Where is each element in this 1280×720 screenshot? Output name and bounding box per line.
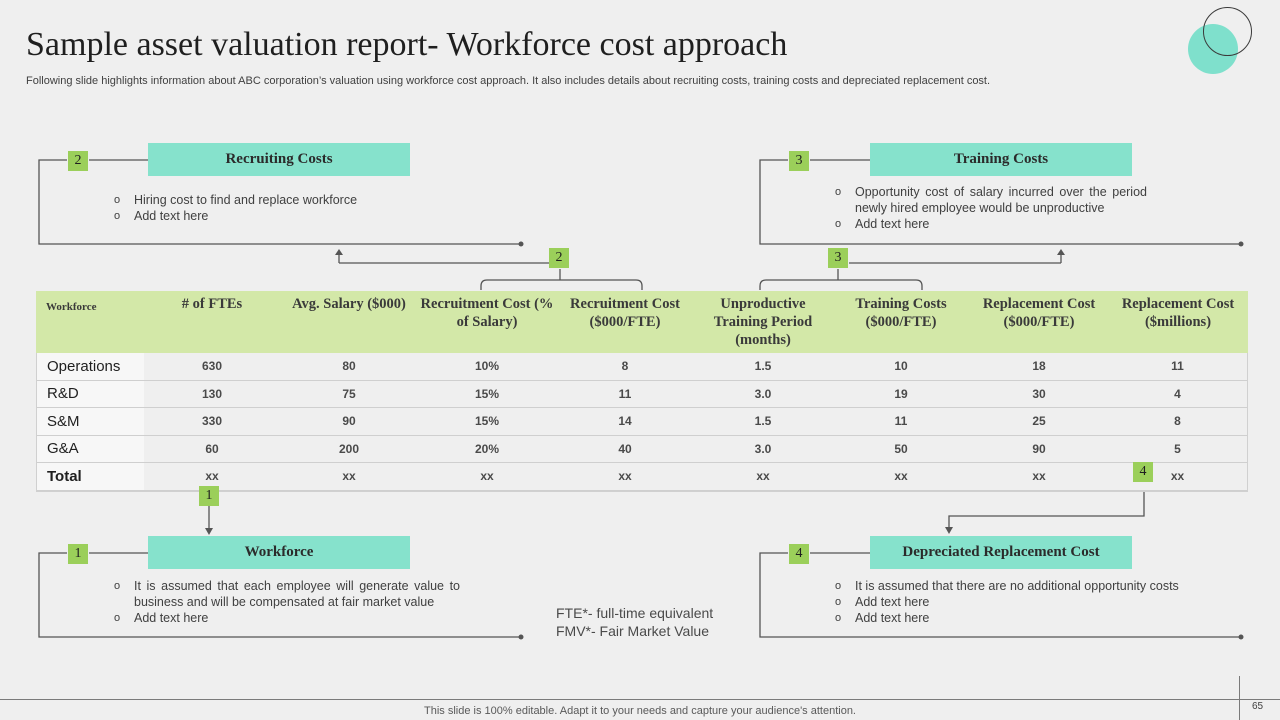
table-cell: 10 <box>894 359 908 374</box>
table-cell: 330 <box>201 414 223 429</box>
bullet-item: Add text here <box>835 594 1215 610</box>
marker-1-badge: 1 <box>199 486 219 506</box>
row-label: Operations <box>37 353 144 380</box>
table-cell: 60 <box>205 441 219 456</box>
footer-page-divider <box>1239 676 1240 720</box>
marker-3-badge: 3 <box>828 248 848 268</box>
table-cell: 75 <box>342 386 356 401</box>
table-cell: 3.0 <box>754 441 772 456</box>
page-subtitle: Following slide highlights information a… <box>26 75 991 87</box>
valuation-table: Workforce # of FTEs Avg. Salary ($000) R… <box>36 291 1248 492</box>
column-header: Recruitment Cost ($000/FTE) <box>570 296 680 330</box>
table-cell: 11 <box>894 414 908 429</box>
column-header: Unproductive Training Period (months) <box>713 296 813 348</box>
marker-4-badge: 4 <box>1133 462 1153 482</box>
table-cell: 8 <box>1174 414 1181 429</box>
table-cell: xx <box>894 469 908 484</box>
page-title: Sample asset valuation report- Workforce… <box>26 26 788 63</box>
table-cell: 25 <box>1032 414 1046 429</box>
table-cell: 3.0 <box>754 386 772 401</box>
column-header: Replacement Cost ($millions) <box>1121 296 1235 330</box>
table-cell: 18 <box>1032 359 1046 374</box>
table-row-total: Total xx xx xx xx xx xx xx xx <box>37 463 1247 491</box>
replacement-number-badge: 4 <box>789 544 809 564</box>
replacement-bullets: It is assumed that there are no addition… <box>835 578 1215 626</box>
table-cell: 50 <box>894 441 908 456</box>
column-header: Avg. Salary ($000) <box>292 296 406 312</box>
table-cell: 15% <box>474 414 500 429</box>
workforce-number-badge: 1 <box>68 544 88 564</box>
bullet-item: Hiring cost to find and replace workforc… <box>114 192 454 208</box>
recruiting-costs-heading: Recruiting Costs <box>148 143 410 176</box>
row-label: R&D <box>37 380 144 407</box>
table-cell: xx <box>1032 469 1046 484</box>
table-cell: xx <box>205 469 219 484</box>
table-cell: 15% <box>474 386 500 401</box>
fmv-note: FMV*- Fair Market Value <box>556 623 709 639</box>
footer-divider <box>0 699 1280 700</box>
bullet-item: It is assumed that each employee will ge… <box>114 578 460 610</box>
column-header: Workforce <box>46 301 97 313</box>
table-cell: 40 <box>618 441 632 456</box>
bullet-item: It is assumed that there are no addition… <box>835 578 1215 594</box>
marker-2-badge: 2 <box>549 248 569 268</box>
table-body: Operations 630 80 10% 8 1.5 10 18 11 R&D… <box>36 353 1248 492</box>
recruiting-number-badge: 2 <box>68 151 88 171</box>
bullet-item: Add text here <box>114 610 460 626</box>
workforce-heading: Workforce <box>148 536 410 569</box>
table-cell: 14 <box>618 414 632 429</box>
bullet-item: Add text here <box>114 208 454 224</box>
table-cell: 19 <box>894 386 908 401</box>
training-bullets: Opportunity cost of salary incurred over… <box>835 184 1147 232</box>
training-number-badge: 3 <box>789 151 809 171</box>
table-cell: 5 <box>1174 441 1181 456</box>
table-cell: 90 <box>1032 441 1046 456</box>
column-header: Training Costs ($000/FTE) <box>855 296 947 330</box>
table-cell: xx <box>618 469 632 484</box>
table-row: G&A 60 200 20% 40 3.0 50 90 5 <box>37 435 1247 463</box>
table-cell: 11 <box>1171 359 1184 374</box>
table-cell: 11 <box>618 386 632 401</box>
table-row: S&M 330 90 15% 14 1.5 11 25 8 <box>37 408 1247 436</box>
table-row: R&D 130 75 15% 11 3.0 19 30 4 <box>37 380 1247 408</box>
table-cell: 8 <box>621 359 629 374</box>
table-cell: 200 <box>338 441 360 456</box>
row-label: G&A <box>37 435 144 462</box>
table-cell: 80 <box>342 359 356 374</box>
fte-note: FTE*- full-time equivalent <box>556 605 714 621</box>
row-label: Total <box>37 463 144 490</box>
table-cell: xx <box>1170 469 1185 484</box>
table-cell: xx <box>480 469 494 484</box>
column-header: Recruitment Cost (% of Salary) <box>420 296 554 330</box>
workforce-bullets: It is assumed that each employee will ge… <box>114 578 460 626</box>
bullet-item: Opportunity cost of salary incurred over… <box>835 184 1147 216</box>
decorative-ring-icon <box>1203 7 1252 56</box>
table-cell: 30 <box>1032 386 1046 401</box>
table-header: Workforce # of FTEs Avg. Salary ($000) R… <box>36 291 1248 353</box>
bullet-item: Add text here <box>835 610 1215 626</box>
table-cell: 630 <box>201 359 223 374</box>
table-cell: 20% <box>474 441 500 456</box>
footer-text: This slide is 100% editable. Adapt it to… <box>424 705 856 717</box>
table-cell: xx <box>756 469 770 484</box>
table-cell: xx <box>342 469 356 484</box>
table-cell: 130 <box>201 386 223 401</box>
table-cell: 1.5 <box>754 414 772 429</box>
page-number: 65 <box>1252 701 1264 712</box>
column-header: # of FTEs <box>181 296 243 312</box>
table-cell: 90 <box>342 414 356 429</box>
column-header: Replacement Cost ($000/FTE) <box>982 296 1096 330</box>
row-label: S&M <box>37 408 144 435</box>
recruiting-bullets: Hiring cost to find and replace workforc… <box>114 192 454 224</box>
training-costs-heading: Training Costs <box>870 143 1132 176</box>
depreciated-replacement-cost-heading: Depreciated Replacement Cost <box>870 536 1132 569</box>
table-cell: 1.5 <box>754 359 772 374</box>
table-row: Operations 630 80 10% 8 1.5 10 18 11 <box>37 353 1247 381</box>
bullet-item: Add text here <box>835 216 1147 232</box>
table-cell: 4 <box>1174 386 1181 401</box>
table-cell: 10% <box>474 359 500 374</box>
